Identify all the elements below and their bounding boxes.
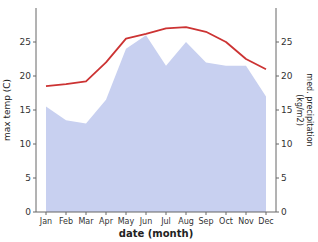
x-tick-label: Jun	[139, 217, 153, 226]
y2-tick-label: 0	[281, 207, 287, 217]
x-tick-label: Jul	[160, 217, 171, 226]
y-tick-label: 10	[20, 139, 32, 149]
x-tick	[186, 212, 187, 215]
y-tick-label: 15	[20, 105, 31, 115]
x-tick-label: Aug	[178, 217, 194, 226]
y2-tick	[276, 42, 279, 43]
x-tick	[226, 212, 227, 215]
y2-tick-label: 25	[281, 37, 292, 47]
y2-tick	[276, 144, 279, 145]
x-tick	[106, 212, 107, 215]
y2-tick	[276, 76, 279, 77]
y-tick	[33, 178, 36, 179]
y-tick-label: 20	[20, 71, 32, 81]
x-tick-label: Feb	[59, 217, 73, 226]
area	[46, 35, 266, 212]
y-tick-label: 5	[25, 173, 31, 183]
x-tick	[246, 212, 247, 215]
x-tick-label: Nov	[238, 217, 254, 226]
x-tick	[86, 212, 87, 215]
x-tick	[66, 212, 67, 215]
x-tick	[126, 212, 127, 215]
y2-tick	[276, 212, 279, 213]
x-tick-label: Apr	[99, 217, 114, 226]
y-tick-label: 0	[25, 207, 31, 217]
y-axis-label: max temp (C)	[2, 79, 12, 141]
line	[46, 27, 266, 86]
y2-tick-label: 10	[281, 139, 293, 149]
x-tick-label: Oct	[219, 217, 233, 226]
x-tick-label: Mar	[78, 217, 94, 226]
x-tick-label: Dec	[258, 217, 273, 226]
y2-tick-label: 15	[281, 105, 292, 115]
y-tick	[33, 144, 36, 145]
x-tick	[266, 212, 267, 215]
y-tick	[33, 110, 36, 111]
x-axis-label: date (month)	[119, 228, 193, 239]
y2-tick	[276, 178, 279, 179]
y2-axis-label: (kg/m2)	[295, 94, 304, 126]
y-tick-label: 25	[20, 37, 31, 47]
data	[46, 27, 266, 212]
y-tick	[33, 212, 36, 213]
y2-tick-label: 5	[281, 173, 287, 183]
y-tick	[33, 42, 36, 43]
x-tick-label: May	[118, 217, 135, 226]
x-axis-line	[36, 212, 276, 213]
y2-axis-label: med. precipitation	[305, 73, 314, 146]
x-tick	[146, 212, 147, 215]
y2-tick	[276, 110, 279, 111]
x-tick	[46, 212, 47, 215]
x-tick-label: Jan	[39, 217, 52, 226]
x-tick	[206, 212, 207, 215]
x-tick-label: Sep	[198, 217, 213, 226]
chart: 0 5 10 15 20 25 0 5 10 15 20 25 Jan Feb Mar Apr May Jun Ju…	[0, 0, 318, 242]
y2-tick-label: 20	[281, 71, 293, 81]
x-tick	[166, 212, 167, 215]
y-tick	[33, 76, 36, 77]
